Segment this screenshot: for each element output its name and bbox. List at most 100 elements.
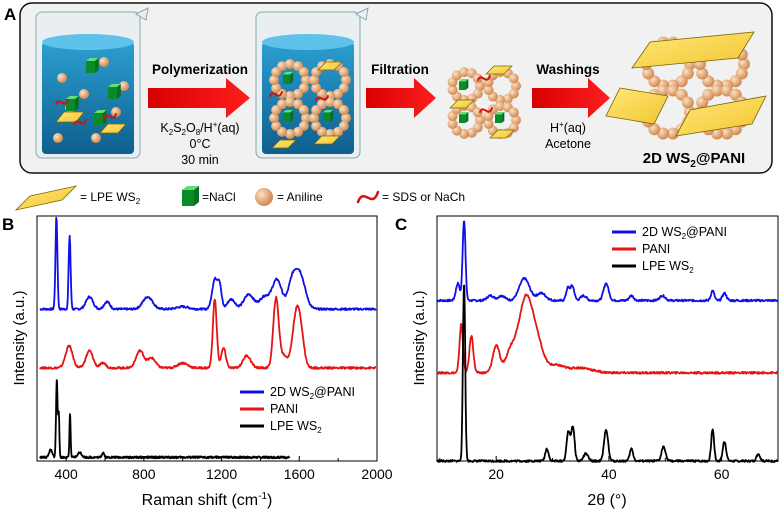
aniline-ball [657,84,670,97]
panel-c: C Intensity (a.u.) 2θ (°) 20 40 60 2D WS2@… [395,215,779,509]
wash-acetone-label: Acetone [545,137,591,151]
filtration-label: Filtration [371,62,429,77]
aniline-ball [311,83,322,93]
ws2-sheet [313,135,341,145]
aniline-ball [301,75,311,85]
aniline-ball [341,75,351,85]
ws2-sheet [449,99,475,109]
panel-c-xlabel: 2θ (°) [587,492,626,509]
x-tick-label: 1600 [284,466,315,482]
aniline-ball [341,113,351,123]
legend-entry: LPE WS2 [270,419,322,435]
aniline-ball [271,121,282,131]
aniline-ball [511,81,521,91]
aniline-ball [502,93,513,104]
panel-b-ticks: 400 800 1200 1600 2000 [54,456,393,482]
nacl-cube [283,110,294,122]
x-tick-label: 20 [488,466,504,482]
nacl-cube [283,72,294,84]
panel-a: A Polymerization K2S2O8/H+(aq) 0°C 30 mi… [4,2,773,174]
aniline-ball [293,88,303,99]
aniline-ball [511,115,521,125]
aniline-ball [269,75,279,85]
x-tick-label: 60 [714,466,730,482]
nacl-cube [459,79,469,90]
aniline-ball [459,67,470,78]
x-tick-label: 400 [54,466,78,482]
aniline-ball [111,107,121,117]
panel-c-series [436,220,779,463]
panel-b: B Intensity (a.u.) Raman shift (cm-1) 40… [2,215,393,509]
nacl-cube-icon [182,186,199,206]
panel-c-ticks: 20 40 60 [439,456,779,482]
nacl-cube [495,112,505,123]
aniline-ball [285,59,295,69]
aniline-ball [311,121,322,131]
ws2-sheet [99,123,127,134]
washings-label: Washings [536,62,599,77]
x-tick-label: 40 [601,466,617,482]
aniline-ball [681,96,694,109]
panel-b-ylabel: Intensity (a.u.) [11,290,28,385]
x-tick-label: 1200 [206,466,237,482]
aniline-ball [338,67,349,77]
lpe-sheet-icon [14,185,78,211]
aniline-ball [475,115,485,125]
aniline-ball [738,58,750,70]
aniline-ball [298,67,309,77]
aniline-ball [711,84,724,97]
surfactant-icon [356,190,380,204]
beaker-2-contents [269,59,351,149]
aniline-ball [79,89,89,99]
temperature-label: 0°C [190,137,211,151]
ws2-sheet [489,129,515,139]
aniline-ball [57,73,67,83]
aniline-ball [271,83,282,93]
legend-entry: PANI [270,402,298,416]
product-label: 2D WS2@PANI [643,150,745,170]
legend-aniline-label: = Aniline [277,190,323,204]
aniline-ball [508,107,519,118]
aniline-ball [483,84,494,95]
surfactant-chain [477,75,491,81]
filtration-arrow [366,78,436,118]
nacl-cube [108,84,121,99]
polymerization-arrow [148,78,250,118]
nacl-cube [66,96,79,111]
aniline-ball [447,84,458,95]
aniline-ball [119,81,129,91]
ws2-sheet [605,87,669,125]
panel-b-label: B [2,215,14,234]
panel-c-ylabel: Intensity (a.u.) [411,290,428,385]
ws2-sheet [675,95,767,137]
aniline-ball [508,73,519,84]
surfactant-chain [479,107,493,113]
surfactant-chain [315,95,329,101]
reagent-label: K2S2O8/H+(aq) [160,120,239,137]
wash-acid-label: H+(aq) [550,120,586,135]
aniline-ball [338,105,349,115]
aniline-ball [466,127,477,138]
product-structure [605,31,767,140]
series-line [39,216,377,311]
series-line [39,295,377,370]
ws2-sheet [271,139,297,149]
legend-entry: 2D WS2@PANI [642,225,727,241]
series-line [436,284,779,463]
surfactant-chain [269,91,283,97]
nacl-cube [459,112,469,123]
aniline-ball [447,118,458,129]
nacl-cube [86,58,99,73]
legend-entry: 2D WS2@PANI [270,385,355,401]
aniline-ball [293,126,303,137]
aniline-ball [666,127,679,140]
aniline-ball [277,99,287,110]
ws2-sheet [631,31,755,69]
legend-entry: LPE WS2 [642,259,694,275]
aniline-ball [53,133,63,143]
aniline-ball [475,81,485,91]
legend-entry: PANI [642,242,670,256]
aniline-ball [269,113,279,123]
